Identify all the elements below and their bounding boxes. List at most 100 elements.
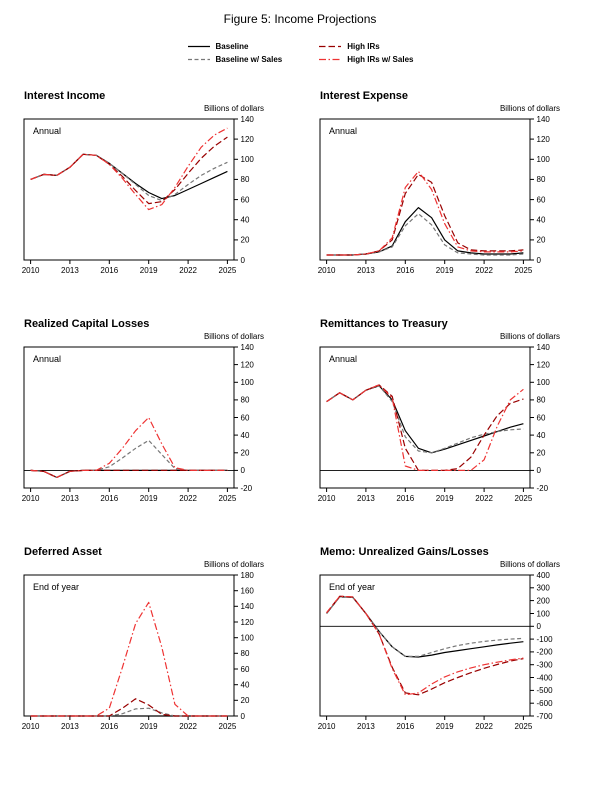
svg-text:40: 40	[537, 431, 546, 440]
svg-text:2016: 2016	[396, 266, 414, 275]
legend-label: High IRs	[347, 42, 380, 51]
svg-text:400: 400	[537, 571, 551, 580]
panel-deferred-asset: Deferred Asset Billions of dollars 180 16…	[16, 546, 288, 738]
legend-label: High IRs w/ Sales	[347, 55, 414, 64]
legend-label: Baseline	[215, 42, 249, 51]
svg-text:140: 140	[241, 343, 255, 352]
svg-text:2019: 2019	[140, 494, 158, 503]
legend-column-left: Baseline Baseline w/ Sales	[187, 42, 283, 64]
svg-text:2010: 2010	[22, 494, 40, 503]
svg-text:2022: 2022	[475, 266, 493, 275]
svg-text:100: 100	[537, 378, 551, 387]
svg-text:2016: 2016	[100, 494, 118, 503]
svg-text:60: 60	[241, 665, 250, 674]
svg-text:2019: 2019	[436, 722, 454, 731]
svg-text:2022: 2022	[179, 722, 197, 731]
svg-text:100: 100	[241, 634, 255, 643]
svg-text:2022: 2022	[179, 266, 197, 275]
units-label: Billions of dollars	[499, 332, 560, 341]
svg-text:160: 160	[241, 587, 255, 596]
svg-text:180: 180	[241, 571, 255, 580]
svg-text:Annual: Annual	[33, 354, 61, 364]
svg-text:120: 120	[241, 618, 255, 627]
figure-title: Figure 5: Income Projections	[223, 12, 377, 26]
svg-text:2013: 2013	[357, 266, 375, 275]
svg-text:0: 0	[537, 622, 542, 631]
legend-item-high-irs-sales: High IRs w/ Sales	[318, 55, 413, 64]
legend-item-high-irs: High IRs	[318, 42, 413, 51]
svg-text:0: 0	[241, 712, 246, 721]
legend-column-right: High IRs High IRs w/ Sales	[318, 42, 413, 64]
legend-label: Baseline w/ Sales	[215, 55, 283, 64]
units-label: Billions of dollars	[203, 560, 264, 569]
svg-text:120: 120	[537, 135, 551, 144]
svg-text:2025: 2025	[515, 722, 533, 731]
legend-line-sample-baseline	[187, 45, 210, 48]
svg-text:200: 200	[537, 596, 551, 605]
svg-text:60: 60	[537, 195, 546, 204]
svg-text:2022: 2022	[475, 722, 493, 731]
svg-text:2016: 2016	[396, 494, 414, 503]
units-label: Billions of dollars	[203, 104, 264, 113]
svg-text:2016: 2016	[100, 722, 118, 731]
svg-text:2025: 2025	[515, 494, 533, 503]
svg-text:2019: 2019	[140, 722, 158, 731]
svg-text:2022: 2022	[179, 494, 197, 503]
svg-text:End of year: End of year	[33, 582, 79, 592]
svg-text:2013: 2013	[61, 494, 79, 503]
panel-interest-expense: Interest Expense Billions of dollars 140…	[312, 90, 584, 282]
svg-text:2016: 2016	[396, 722, 414, 731]
svg-text:-200: -200	[537, 648, 554, 657]
svg-text:120: 120	[241, 360, 255, 369]
svg-text:80: 80	[241, 175, 250, 184]
svg-text:20: 20	[241, 236, 250, 245]
chart-title: Remittances to Treasury	[320, 318, 448, 330]
svg-text:40: 40	[537, 216, 546, 225]
svg-text:2010: 2010	[318, 266, 336, 275]
svg-text:80: 80	[537, 396, 546, 405]
svg-text:2010: 2010	[318, 494, 336, 503]
charts-grid: Interest Income Billions of dollars 140 1…	[0, 90, 600, 738]
svg-text:40: 40	[241, 216, 250, 225]
panel-unrealized-gains-losses: Memo: Unrealized Gains/Losses Billions o…	[312, 546, 584, 738]
line-chart-deferred-asset: 180 160 140 120 100 80 60 40 20 0 2010 2013 2016 2019…	[22, 571, 255, 731]
svg-text:2019: 2019	[140, 266, 158, 275]
line-chart-interest-income: 140 120 100 80 60 40 20 0 2010 2013 2016 2019 2022 20…	[22, 115, 255, 275]
svg-text:Annual: Annual	[329, 126, 357, 136]
svg-text:End of year: End of year	[329, 582, 375, 592]
svg-text:140: 140	[241, 602, 255, 611]
svg-text:-20: -20	[537, 484, 549, 493]
chart-title: Memo: Unrealized Gains/Losses	[320, 546, 489, 558]
svg-text:300: 300	[537, 584, 551, 593]
svg-text:120: 120	[241, 135, 255, 144]
svg-text:80: 80	[241, 649, 250, 658]
units-label: Billions of dollars	[203, 332, 264, 341]
panel-realized-capital-losses: Realized Capital Losses Billions of doll…	[16, 318, 288, 510]
svg-text:-500: -500	[537, 686, 554, 695]
svg-text:2013: 2013	[61, 722, 79, 731]
chart-title: Deferred Asset	[24, 546, 102, 558]
line-chart-remittances-to-treasury: 140 120 100 80 60 40 20 0 -20 2010 2013 2016 2019 202…	[318, 343, 551, 503]
svg-text:0: 0	[241, 256, 246, 265]
legend-line-sample-high-irs-sales	[319, 58, 342, 61]
svg-text:2019: 2019	[436, 266, 454, 275]
svg-text:120: 120	[537, 360, 551, 369]
line-chart-interest-expense: 140 120 100 80 60 40 20 0 2010 2013 2016 2019 2022 20…	[318, 115, 551, 275]
line-chart-unrealized-gains-losses: 400 300 200 100 0 -100 -200 -300 -400 -500 -600 -70…	[318, 571, 554, 731]
svg-text:2025: 2025	[515, 266, 533, 275]
chart-title: Realized Capital Losses	[24, 318, 150, 330]
svg-text:0: 0	[537, 256, 542, 265]
svg-text:2022: 2022	[475, 494, 493, 503]
svg-text:2019: 2019	[436, 494, 454, 503]
svg-text:2016: 2016	[100, 266, 118, 275]
svg-text:2010: 2010	[22, 722, 40, 731]
line-chart-realized-capital-losses: 140 120 100 80 60 40 20 0 -20 2010 2013 2016 2019 202…	[22, 343, 255, 503]
svg-text:80: 80	[241, 396, 250, 405]
svg-text:100: 100	[241, 378, 255, 387]
svg-text:-100: -100	[537, 635, 554, 644]
svg-text:60: 60	[241, 413, 250, 422]
svg-text:20: 20	[241, 449, 250, 458]
chart-title: Interest Expense	[320, 90, 409, 102]
svg-text:Annual: Annual	[329, 354, 357, 364]
